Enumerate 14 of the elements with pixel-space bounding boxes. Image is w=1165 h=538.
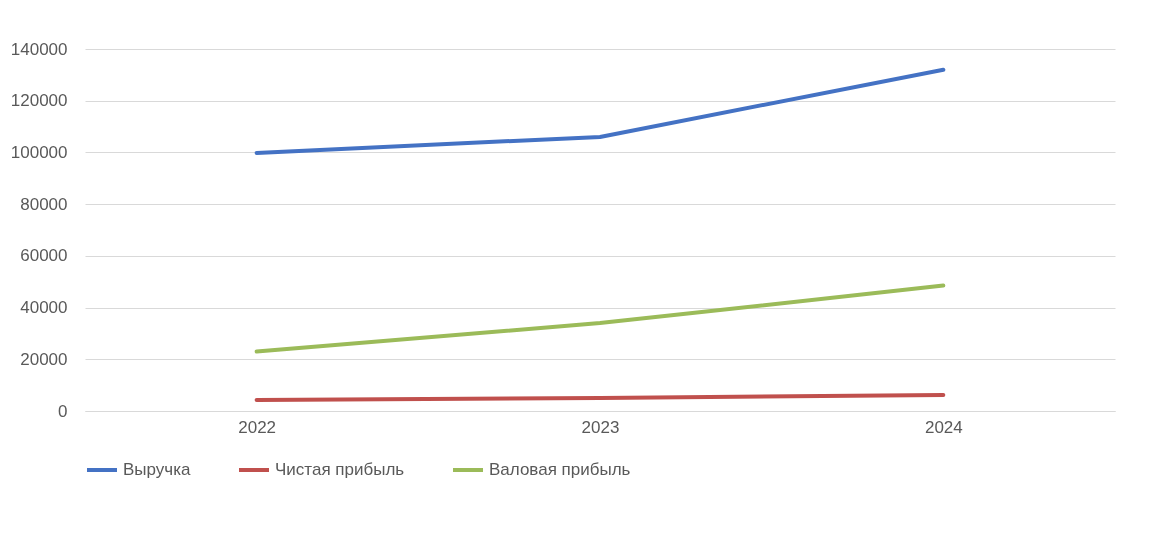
y-tick-label: 100000 xyxy=(10,142,68,162)
x-tick-label: 2023 xyxy=(581,417,620,437)
y-tick-label: 20000 xyxy=(20,349,68,369)
y-tick-label: 60000 xyxy=(20,246,68,266)
legend-label: Валовая прибыль xyxy=(489,460,631,479)
y-tick-label: 140000 xyxy=(10,39,68,59)
y-tick-label: 80000 xyxy=(20,194,68,214)
x-tick-label: 2024 xyxy=(924,417,963,437)
legend-label: Выручка xyxy=(123,460,191,479)
x-tick-label: 2022 xyxy=(238,417,277,437)
y-tick-label: 120000 xyxy=(10,91,68,111)
y-tick-label: 0 xyxy=(58,401,68,421)
y-tick-label: 40000 xyxy=(20,298,68,318)
legend-label: Чистая прибыль xyxy=(275,460,405,479)
